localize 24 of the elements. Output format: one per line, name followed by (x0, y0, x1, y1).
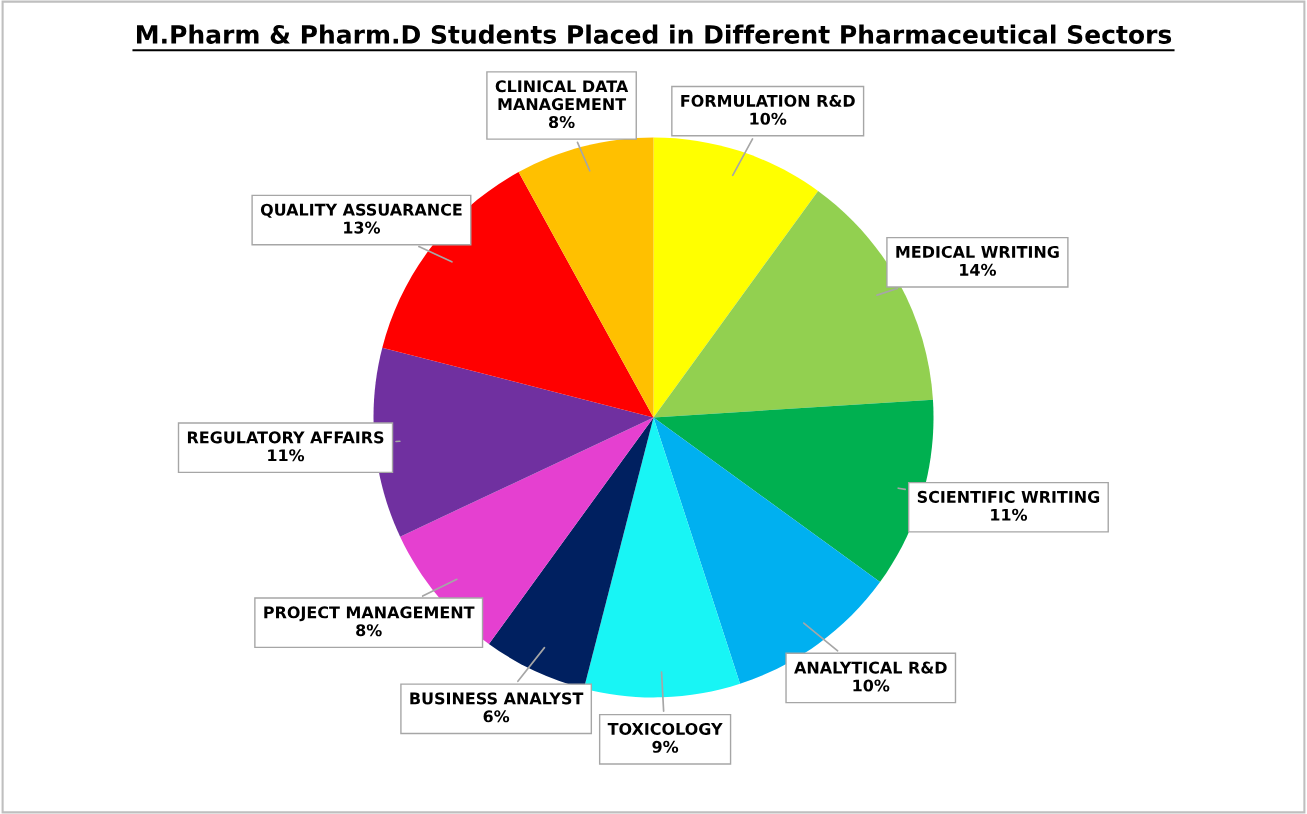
data-label: 10% (853, 679, 890, 692)
data-label: 14% (960, 263, 997, 276)
data-label: 11% (991, 508, 1028, 521)
slice-label: TOXICOLOGY (607, 722, 723, 735)
slice-label: REGULATORY AFFAIRS (187, 431, 384, 444)
data-label: 13% (344, 221, 381, 234)
slice-label: BUSINESS ANALYST (410, 692, 584, 705)
pie-slice (583, 417, 741, 698)
data-label: 8% (549, 115, 575, 129)
slice-label: QUALITY ASSUARANCE (260, 203, 462, 218)
slice-label: MEDICAL WRITING (896, 245, 1059, 258)
slice-label: FORMULATION R&D (681, 94, 855, 107)
chart-title: M.Pharm & Pharm.D Students Placed in Different Pharmaceutical Sectors (137, 24, 1172, 44)
data-label: 11% (268, 449, 305, 462)
data-label: 8% (356, 624, 382, 637)
slice-label: ANALYTICAL R&D (794, 661, 947, 674)
pie-slice (653, 137, 819, 418)
data-label: 9% (652, 740, 679, 753)
data-label: 10% (750, 112, 787, 125)
slice-label: CLINICAL DATA MANAGEMENT (495, 80, 629, 111)
slice-label: PROJECT MANAGEMENT (264, 606, 475, 622)
pie-slice (518, 137, 654, 418)
slice-label: SCIENTIFIC WRITING (917, 490, 1100, 503)
data-label: 6% (483, 710, 510, 723)
